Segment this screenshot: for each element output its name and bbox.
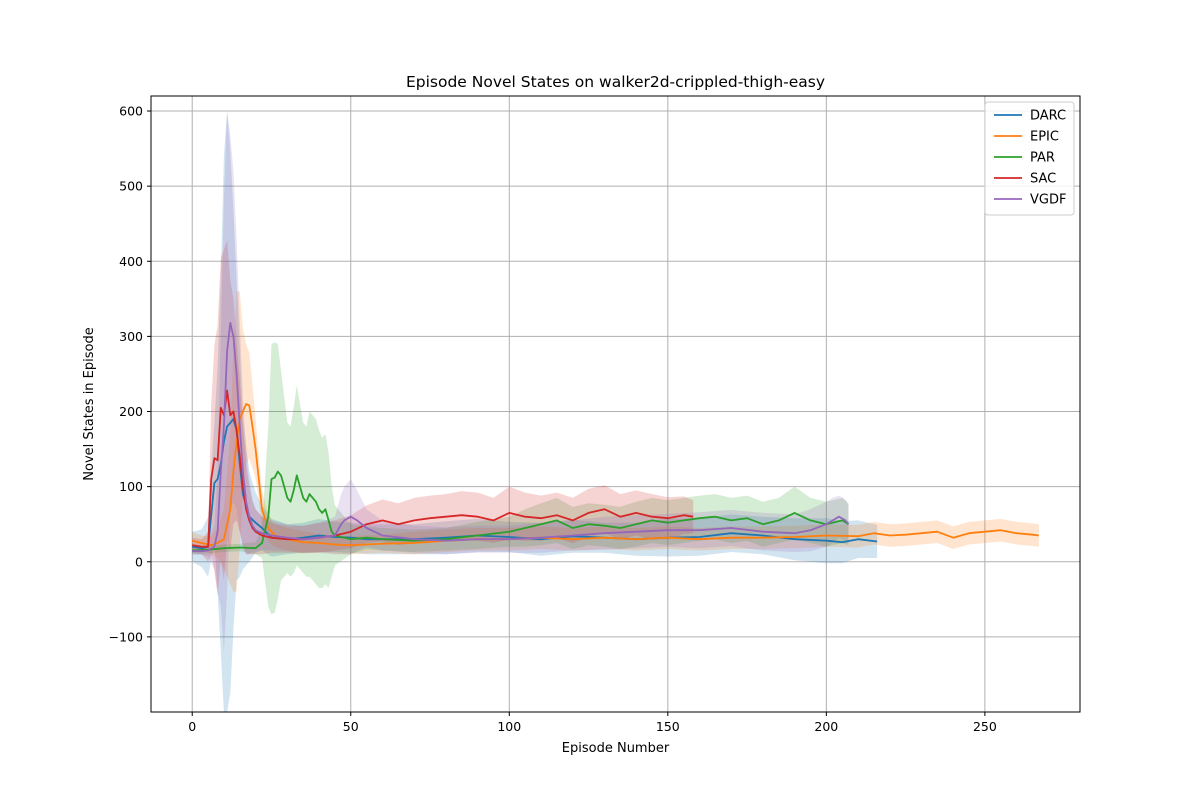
x-axis-label: Episode Number: [562, 741, 670, 756]
x-tick-label: 0: [188, 719, 196, 734]
band-epic: [192, 291, 1039, 592]
confidence-bands: [192, 111, 1039, 712]
x-tick-label: 50: [343, 719, 359, 734]
legend-label-sac: SAC: [1030, 172, 1056, 187]
chart-title: Episode Novel States on walker2d-cripple…: [406, 73, 825, 91]
band-par: [192, 342, 849, 615]
legend-label-vgdf: VGDF: [1030, 193, 1066, 208]
band-sac: [192, 240, 694, 596]
y-axis-label: Novel States in Episode: [82, 327, 97, 480]
y-tick-label: −100: [109, 629, 143, 644]
grid-lines: [151, 96, 1080, 712]
legend: DARC EPIC PAR SAC VGDF: [984, 101, 1075, 216]
x-tick-label: 150: [656, 719, 680, 734]
x-tick-label: 250: [973, 719, 997, 734]
x-tick-label: 200: [814, 719, 838, 734]
legend-box: [984, 101, 1075, 216]
legend-label-epic: EPIC: [1030, 130, 1059, 145]
y-tick-label: 0: [135, 554, 143, 569]
legend-label-darc: DARC: [1030, 109, 1066, 124]
band-vgdf: [192, 111, 849, 652]
series-line-vgdf: [192, 322, 850, 553]
y-tick-label: 300: [119, 329, 143, 344]
y-tick-label: 200: [119, 404, 143, 419]
axis-ticks: 0 50 100 150 200 250 −100 0 100 200 300 400 500 600: [109, 104, 997, 734]
plot-frame: [150, 95, 1081, 713]
series-lines: [191, 322, 1039, 553]
legend-label-par: PAR: [1030, 151, 1055, 166]
y-tick-label: 400: [119, 254, 143, 269]
y-tick-label: 100: [119, 479, 143, 494]
series-line-darc: [192, 418, 878, 550]
series-line-par: [192, 470, 849, 552]
x-tick-label: 100: [497, 719, 521, 734]
series-line-epic: [191, 403, 1039, 547]
y-tick-label: 600: [119, 104, 143, 119]
y-tick-label: 500: [119, 179, 143, 194]
